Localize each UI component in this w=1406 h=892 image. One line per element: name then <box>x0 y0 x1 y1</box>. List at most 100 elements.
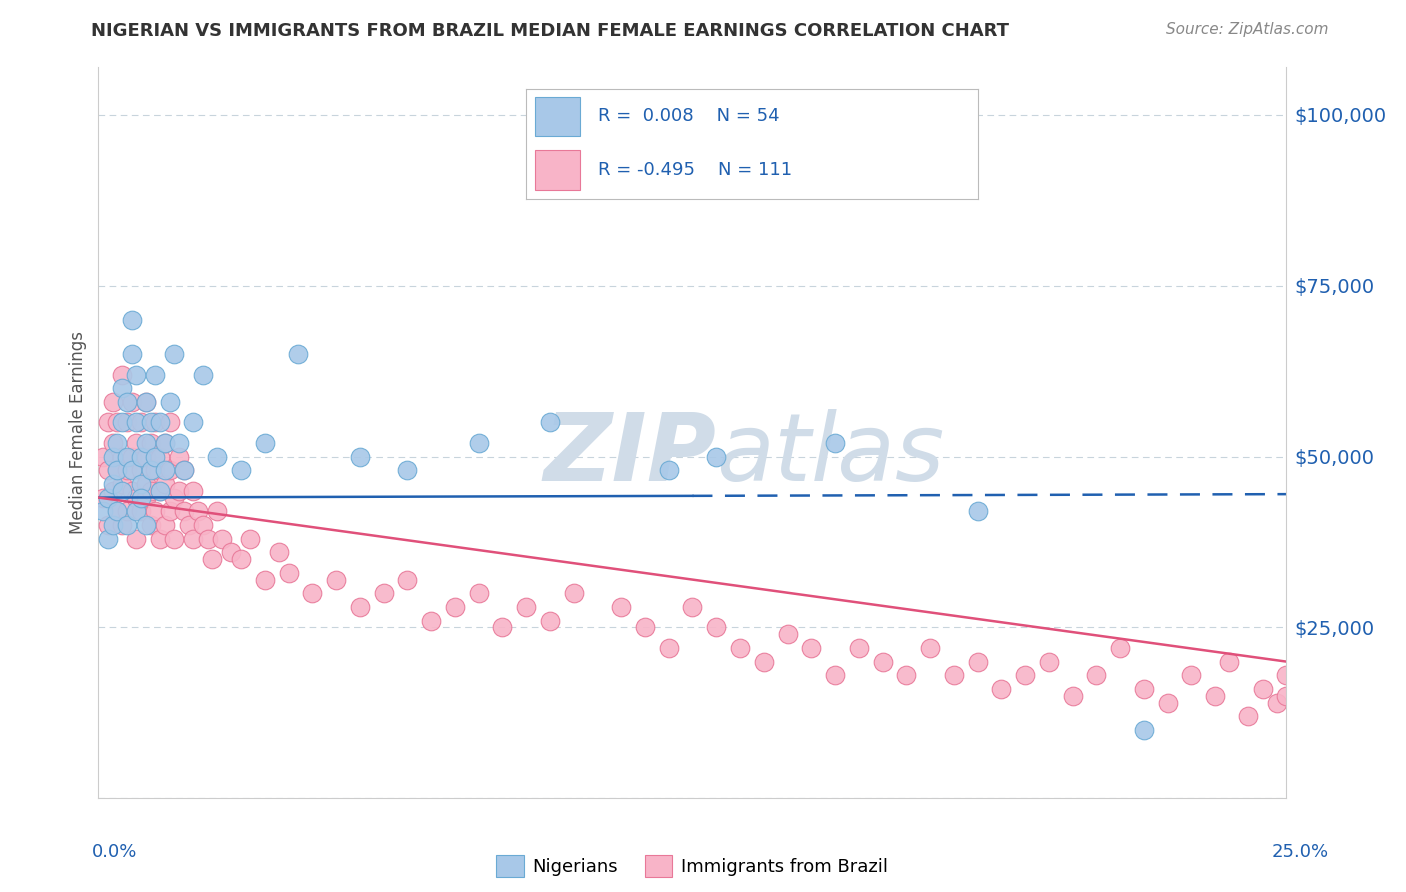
Point <box>1275 689 1298 703</box>
Point <box>658 463 681 477</box>
Point <box>1265 696 1288 710</box>
Point <box>121 463 143 477</box>
Point <box>91 450 114 464</box>
Point <box>145 463 167 477</box>
Point <box>125 435 148 450</box>
Text: NIGERIAN VS IMMIGRANTS FROM BRAZIL MEDIAN FEMALE EARNINGS CORRELATION CHART: NIGERIAN VS IMMIGRANTS FROM BRAZIL MEDIA… <box>91 22 1010 40</box>
Point <box>167 450 190 464</box>
Point <box>207 450 229 464</box>
Point <box>191 368 214 382</box>
Point <box>373 586 395 600</box>
Point <box>125 491 148 505</box>
Point <box>173 463 195 477</box>
Point <box>1133 681 1156 696</box>
Point <box>728 640 751 655</box>
Point <box>111 517 134 532</box>
Point <box>135 435 157 450</box>
Point <box>107 463 129 477</box>
Point <box>538 614 561 628</box>
Point <box>121 450 143 464</box>
Point <box>824 435 846 450</box>
Point <box>149 483 172 498</box>
Point <box>115 450 138 464</box>
Point <box>177 517 200 532</box>
Point <box>1109 640 1132 655</box>
Point <box>107 416 129 430</box>
Point <box>135 491 157 505</box>
Point <box>1156 696 1178 710</box>
Point <box>125 532 148 546</box>
Point <box>139 416 162 430</box>
Point <box>163 532 186 546</box>
Point <box>91 491 114 505</box>
Point <box>183 416 205 430</box>
Point <box>253 435 276 450</box>
Point <box>183 532 205 546</box>
Point <box>267 545 290 559</box>
Point <box>420 614 443 628</box>
Point <box>1237 709 1260 723</box>
Point <box>896 668 918 682</box>
Point <box>145 416 167 430</box>
Point <box>277 566 299 580</box>
Point <box>990 681 1012 696</box>
Point <box>97 532 120 546</box>
Point <box>129 476 152 491</box>
Point <box>111 368 134 382</box>
Point <box>107 463 129 477</box>
Point <box>121 483 143 498</box>
Point <box>111 381 134 395</box>
Point <box>149 483 172 498</box>
Point <box>129 450 152 464</box>
Point <box>121 313 143 327</box>
Point <box>135 450 157 464</box>
Point <box>681 599 703 614</box>
Point <box>121 347 143 361</box>
Text: ZIP: ZIP <box>543 409 716 500</box>
Point <box>135 517 157 532</box>
Point <box>115 504 138 518</box>
Point <box>163 491 186 505</box>
Point <box>111 416 134 430</box>
Point <box>139 435 162 450</box>
Point <box>229 552 252 566</box>
Text: Source: ZipAtlas.com: Source: ZipAtlas.com <box>1166 22 1329 37</box>
Point <box>942 668 965 682</box>
Point <box>121 395 143 409</box>
Point <box>848 640 870 655</box>
Point <box>153 435 176 450</box>
Point <box>101 435 124 450</box>
Point <box>183 483 205 498</box>
Point <box>125 368 148 382</box>
Point <box>125 416 148 430</box>
Point <box>287 347 309 361</box>
Point <box>515 599 537 614</box>
Point <box>704 450 727 464</box>
Point <box>159 504 181 518</box>
Point <box>167 483 190 498</box>
Point <box>129 504 152 518</box>
Point <box>129 491 152 505</box>
Point <box>253 573 276 587</box>
Point <box>111 483 134 498</box>
Point <box>221 545 243 559</box>
Point <box>1204 689 1226 703</box>
Point <box>149 450 172 464</box>
Point <box>159 416 181 430</box>
Point <box>153 517 176 532</box>
Point <box>920 640 942 655</box>
Point <box>97 491 120 505</box>
Point <box>101 517 124 532</box>
Point <box>349 599 371 614</box>
Point <box>173 504 195 518</box>
Point <box>125 504 148 518</box>
Point <box>239 532 262 546</box>
Point <box>97 416 120 430</box>
Point <box>966 504 988 518</box>
Point <box>139 517 162 532</box>
Point <box>1180 668 1202 682</box>
Point <box>1014 668 1036 682</box>
Point <box>187 504 209 518</box>
Point <box>145 504 167 518</box>
Point <box>562 586 585 600</box>
